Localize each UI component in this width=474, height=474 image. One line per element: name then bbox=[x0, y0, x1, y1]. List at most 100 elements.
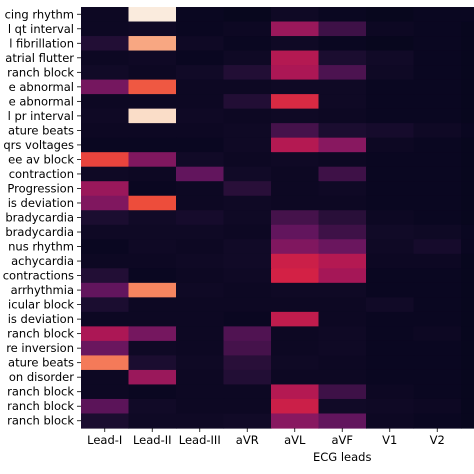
heatmap-cell bbox=[81, 311, 130, 327]
heatmap-cell bbox=[318, 369, 367, 386]
heatmap-cell bbox=[413, 65, 462, 81]
heatmap-cell bbox=[413, 224, 462, 240]
heatmap-cell bbox=[223, 79, 272, 95]
heatmap-cell bbox=[271, 7, 320, 23]
heatmap-cell bbox=[81, 224, 130, 240]
heatmap-cell bbox=[81, 36, 130, 52]
y-tick-label: arrhythmia bbox=[11, 283, 74, 297]
heatmap-cell bbox=[318, 152, 367, 168]
heatmap-cell bbox=[271, 369, 320, 386]
y-tick-label: nus rhythm bbox=[8, 240, 74, 254]
heatmap-cell bbox=[81, 79, 130, 95]
heatmap-cell bbox=[461, 268, 474, 284]
heatmap-cell bbox=[318, 195, 367, 211]
heatmap-cell bbox=[461, 210, 474, 226]
heatmap-cell bbox=[366, 7, 415, 23]
heatmap-cell bbox=[176, 398, 225, 415]
heatmap-cell bbox=[413, 369, 462, 386]
heatmap-cell bbox=[271, 268, 320, 284]
y-tick-label: ature beats bbox=[8, 123, 74, 137]
heatmap-cell bbox=[318, 398, 367, 415]
heatmap-cell bbox=[176, 239, 225, 255]
heatmap-cell bbox=[128, 340, 177, 357]
y-tick-label: is deviation bbox=[8, 196, 74, 210]
heatmap-cell bbox=[318, 413, 367, 429]
heatmap-cell bbox=[223, 340, 272, 357]
heatmap-cell bbox=[128, 282, 177, 298]
heatmap-cell bbox=[176, 369, 225, 386]
y-tick-label: l pr interval bbox=[8, 109, 74, 123]
heatmap-cell bbox=[413, 384, 462, 400]
heatmap-cell bbox=[413, 137, 462, 153]
heatmap-cell bbox=[461, 36, 474, 52]
heatmap-cell bbox=[128, 21, 177, 37]
x-tick-label: Lead-III bbox=[179, 433, 221, 447]
x-tick-label: aVL bbox=[284, 433, 306, 447]
heatmap-cell bbox=[128, 50, 177, 66]
y-tick-label: ranch block bbox=[7, 399, 74, 413]
heatmap-cell bbox=[271, 79, 320, 95]
heatmap-cell bbox=[81, 340, 130, 357]
heatmap-cell bbox=[413, 355, 462, 371]
x-axis-ticks: Lead-I Lead-II Lead-III aVR aVL aVF V1 V2 bbox=[87, 428, 445, 447]
heatmap-cell bbox=[128, 181, 177, 197]
heatmap-cell bbox=[461, 94, 474, 110]
heatmap-cell bbox=[271, 210, 320, 226]
heatmap-cell bbox=[366, 79, 415, 95]
heatmap-cell bbox=[176, 181, 225, 197]
heatmap-cell bbox=[223, 137, 272, 153]
heatmap-cell bbox=[271, 21, 320, 37]
x-tick-label: V2 bbox=[430, 433, 445, 447]
heatmap-cell bbox=[413, 7, 462, 23]
heatmap-cell bbox=[176, 355, 225, 371]
heatmap-cell bbox=[413, 413, 462, 429]
heatmap-cell bbox=[413, 36, 462, 52]
heatmap-cell bbox=[413, 21, 462, 37]
heatmap-cell bbox=[223, 123, 272, 139]
x-tick-label: Lead-II bbox=[133, 433, 172, 447]
heatmap-cell bbox=[81, 195, 130, 211]
heatmap-cell bbox=[81, 398, 130, 415]
y-tick-label: ranch block bbox=[7, 414, 74, 428]
heatmap-cell bbox=[461, 152, 474, 168]
heatmap-cell bbox=[413, 195, 462, 211]
heatmap-cell bbox=[81, 7, 130, 23]
heatmap-cell bbox=[461, 195, 474, 211]
y-tick-label: contraction bbox=[9, 167, 74, 181]
heatmap-cell bbox=[176, 195, 225, 211]
heatmap-cell bbox=[176, 65, 225, 81]
y-tick-label: contractions bbox=[3, 269, 74, 283]
heatmap-cell bbox=[81, 355, 130, 371]
heatmap-cell bbox=[318, 50, 367, 66]
heatmap-cell bbox=[128, 94, 177, 110]
heatmap-cell bbox=[461, 311, 474, 327]
heatmap-cell bbox=[176, 253, 225, 269]
heatmap-cell bbox=[128, 152, 177, 168]
heatmap-cell bbox=[318, 65, 367, 81]
heatmap-cell bbox=[271, 413, 320, 429]
heatmap-cell bbox=[128, 355, 177, 371]
heatmap-cell bbox=[176, 79, 225, 95]
heatmap-cell bbox=[318, 340, 367, 357]
y-tick-label: re inversion bbox=[6, 341, 74, 355]
heatmap-cell bbox=[223, 94, 272, 110]
heatmap-cell bbox=[366, 326, 415, 342]
heatmap-cell bbox=[366, 340, 415, 357]
y-tick-label: on disorder bbox=[9, 370, 74, 384]
heatmap-cell bbox=[81, 108, 130, 124]
heatmap-cell bbox=[128, 195, 177, 211]
heatmap-cell bbox=[271, 239, 320, 255]
heatmap-cell bbox=[223, 253, 272, 269]
heatmap-cell bbox=[128, 224, 177, 240]
heatmap-cell bbox=[128, 65, 177, 81]
heatmap-cell bbox=[461, 7, 474, 23]
heatmap-cell bbox=[81, 210, 130, 226]
heatmap-cell bbox=[223, 210, 272, 226]
heatmap-cell bbox=[223, 224, 272, 240]
heatmap-cell bbox=[223, 152, 272, 168]
heatmap-cell bbox=[128, 369, 177, 386]
y-tick-label: ranch block bbox=[7, 327, 74, 341]
heatmap-cell bbox=[176, 282, 225, 298]
heatmap-cell bbox=[461, 137, 474, 153]
heatmap-cell bbox=[128, 108, 177, 124]
